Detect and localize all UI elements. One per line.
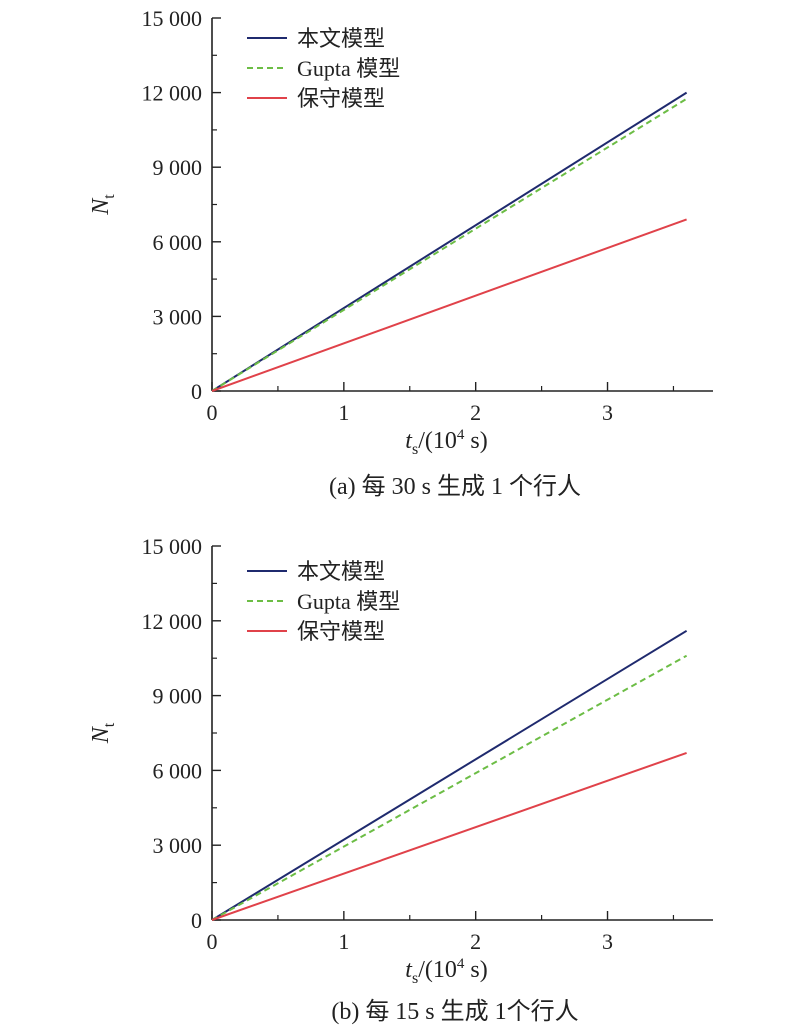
x-tick-label: 2	[470, 929, 481, 954]
y-tick-label: 12 000	[142, 81, 203, 106]
y-tick-label: 6 000	[153, 230, 203, 255]
x-tick-label: 1	[338, 929, 349, 954]
legend-label: 本文模型	[297, 559, 385, 584]
y-tick-label: 12 000	[142, 609, 203, 634]
x-axis-label-sup: 4	[457, 956, 465, 972]
legend-label: Gupta 模型	[297, 56, 400, 81]
x-axis-label-var: t	[405, 957, 413, 983]
legend-label: 本文模型	[297, 26, 385, 51]
x-axis-label: ts/(104 s)	[405, 956, 487, 987]
y-axis-label-var: N	[88, 197, 114, 216]
chart-caption: (b) 每 15 s 生成 1个行人	[331, 998, 578, 1025]
y-axis-label-sub: t	[101, 722, 118, 727]
chart-b: 0 3 000 6 000 9 000 12 000 15 000 0 1 2 3 本文模型 Gupt…	[88, 534, 713, 1025]
x-tick-label: 2	[470, 400, 481, 425]
series-line-3	[211, 751, 687, 921]
x-axis-label-end: s)	[464, 957, 487, 983]
x-axis-label-end: s)	[464, 428, 487, 454]
x-axis-label-sup: 4	[457, 427, 465, 443]
x-tick-label: 1	[338, 400, 349, 425]
series-line-1	[211, 629, 688, 921]
series-line-2	[211, 654, 688, 921]
legend-label: Gupta 模型	[297, 589, 400, 614]
x-tick-label: 0	[207, 929, 218, 954]
x-axis-label-unit: /(10	[418, 957, 457, 983]
y-tick-label: 3 000	[153, 304, 203, 329]
y-axis-label-var: N	[88, 725, 114, 744]
chart-a: 0 3 000 6 000 9 000 12 000 15 000 0 1 2 3 本文模型 Gupt…	[88, 6, 713, 500]
y-tick-label: 6 000	[153, 758, 203, 783]
x-tick-label: 3	[602, 400, 613, 425]
x-tick-label: 0	[207, 400, 218, 425]
x-axis-label-unit: /(10	[418, 428, 457, 454]
x-axis-label-sub: s	[412, 970, 418, 987]
y-tick-label: 9 000	[153, 155, 203, 180]
x-axis-label: ts/(104 s)	[405, 427, 487, 458]
y-tick-label: 0	[191, 908, 202, 933]
x-axis-label-var: t	[405, 428, 413, 454]
y-tick-label: 3 000	[153, 833, 203, 858]
y-tick-label: 0	[191, 379, 202, 404]
y-axis-label: Nt	[88, 194, 118, 216]
chart-caption: (a) 每 30 s 生成 1 个行人	[329, 473, 581, 500]
series-line-2	[211, 97, 688, 392]
legend-label: 保守模型	[297, 86, 385, 111]
y-tick-label: 15 000	[142, 6, 203, 31]
x-axis-label-sub: s	[412, 441, 418, 458]
y-tick-label: 9 000	[153, 684, 203, 709]
y-tick-label: 15 000	[142, 534, 203, 559]
legend-label: 保守模型	[297, 619, 385, 644]
y-axis-label: Nt	[88, 722, 118, 744]
x-tick-label: 3	[602, 929, 613, 954]
y-axis-label-sub: t	[101, 194, 118, 199]
series-line-3	[211, 218, 687, 392]
